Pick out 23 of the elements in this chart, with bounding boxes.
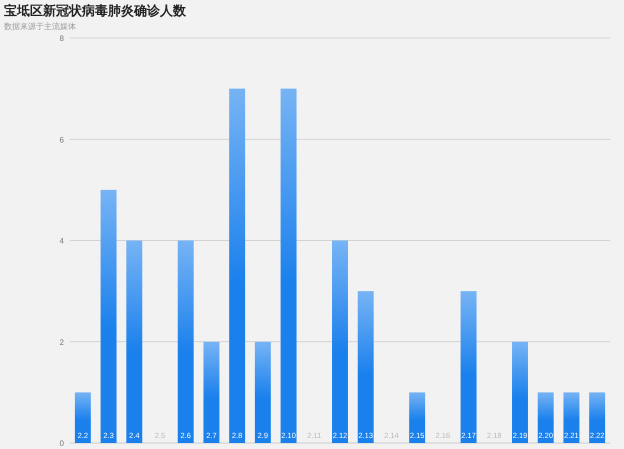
- bar: [203, 342, 220, 443]
- bar: [589, 392, 606, 443]
- y-tick-label: 6: [60, 135, 65, 144]
- y-tick-label: 8: [60, 34, 65, 43]
- bar: [358, 291, 374, 443]
- bar: [178, 240, 194, 443]
- y-tick-label: 2: [60, 338, 65, 347]
- y-tick-label: 0: [60, 439, 65, 448]
- bar: [332, 240, 348, 443]
- bar: [409, 392, 426, 443]
- bar: [563, 392, 580, 443]
- chart-title: 宝坻区新冠状病毒肺炎确诊人数: [4, 3, 187, 18]
- bar: [280, 88, 297, 443]
- chart-subtitle: 数据来源于主流媒体: [4, 22, 76, 31]
- bar: [126, 240, 142, 443]
- bar: [460, 291, 477, 443]
- bar: [512, 342, 528, 443]
- bar: [100, 190, 117, 443]
- bar: [229, 88, 246, 443]
- bar: [74, 392, 91, 443]
- y-tick-label: 4: [60, 236, 65, 246]
- bar: [538, 392, 554, 443]
- bar: [254, 342, 271, 443]
